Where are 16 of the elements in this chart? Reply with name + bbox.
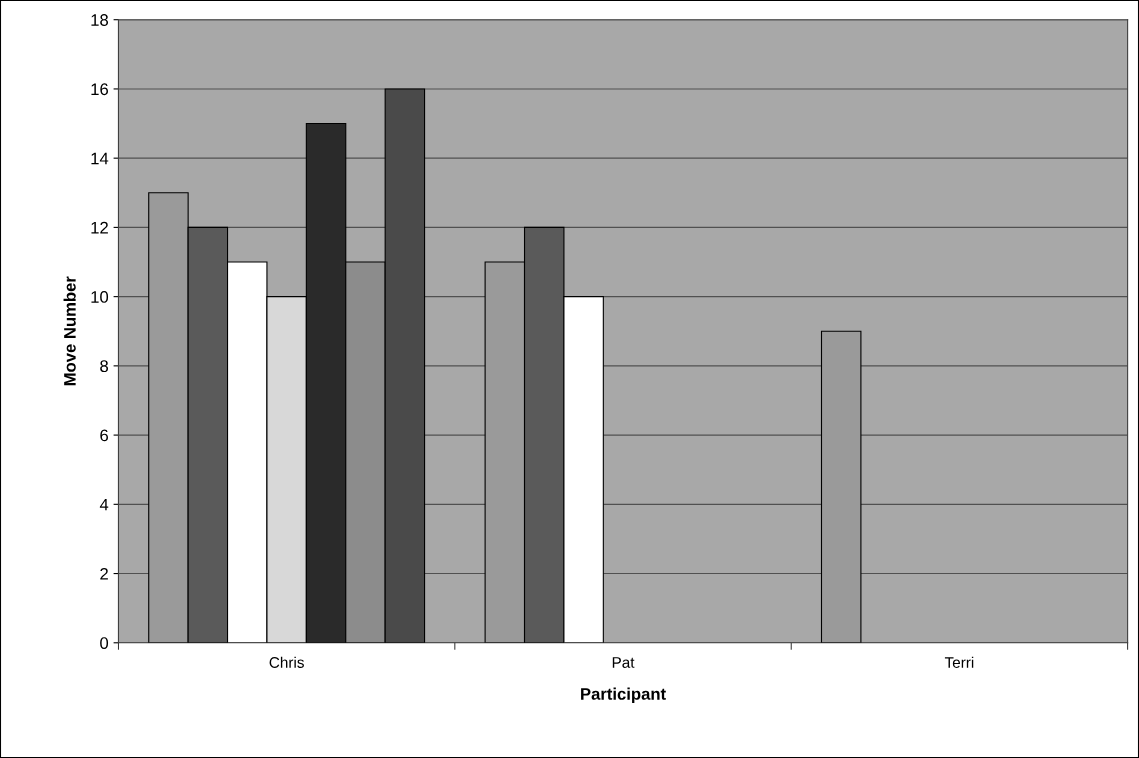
y-tick-label: 12 — [91, 221, 108, 234]
y-tick-label: 4 — [99, 498, 109, 511]
y-tick-label: 0 — [100, 637, 109, 649]
y-tick-label: 2 — [100, 567, 108, 580]
x-tick-label: Terri — [944, 656, 974, 668]
x-tick-label: Chris — [269, 656, 304, 668]
x-tick-label: Pat — [612, 657, 635, 668]
y-tick-label: 6 — [100, 429, 108, 442]
y-axis-title: Move Number — [63, 276, 76, 386]
y-tick-label: 16 — [91, 83, 108, 96]
y-tick-label: 10 — [91, 291, 109, 303]
y-tick-label: 14 — [91, 152, 109, 165]
x-axis-title: Participant — [581, 687, 666, 704]
y-tick-label: 8 — [100, 360, 109, 373]
y-tick-label: 18 — [91, 14, 109, 26]
bar — [820, 330, 862, 643]
